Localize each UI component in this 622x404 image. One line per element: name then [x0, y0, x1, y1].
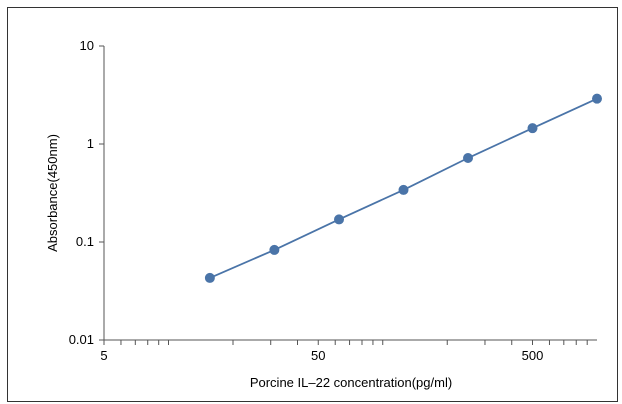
x-tick-label: 50	[311, 348, 325, 363]
y-tick-label: 1	[87, 136, 94, 151]
data-point	[463, 152, 474, 163]
data-point	[398, 184, 409, 195]
x-axis-title: Porcine IL–22 concentration(pg/ml)	[250, 375, 452, 390]
y-tick-label: 0.01	[69, 332, 94, 347]
x-tick-label: 5	[100, 348, 107, 363]
series	[204, 93, 602, 283]
y-axis-title: Absorbance(450nm)	[45, 134, 60, 252]
chart-frame	[7, 7, 618, 402]
data-point	[334, 214, 345, 225]
axes: 10 1 0.1 0.01 5 50 500	[69, 38, 597, 363]
y-tick-label: 0.1	[76, 234, 94, 249]
data-point	[269, 244, 280, 255]
data-point	[592, 93, 602, 104]
y-tick-label: 10	[80, 38, 94, 53]
data-point	[204, 272, 215, 283]
x-tick-label: 500	[522, 348, 544, 363]
data-point	[527, 123, 538, 134]
